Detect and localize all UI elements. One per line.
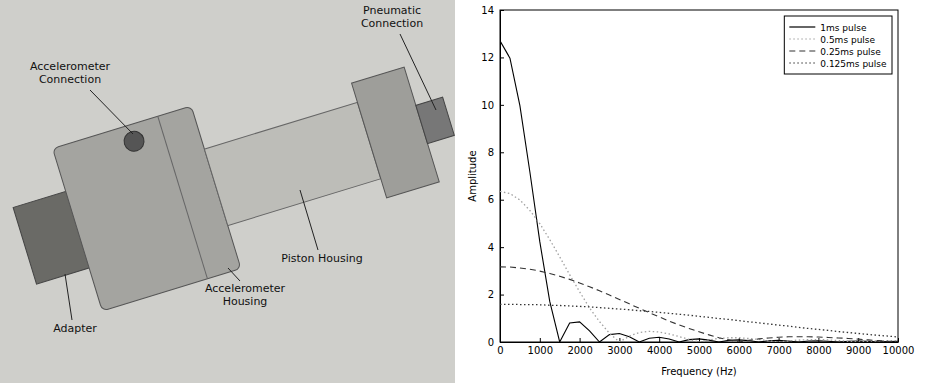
tick: 10 <box>481 100 504 111</box>
plot-area <box>500 41 898 342</box>
tick-label: 2000 <box>567 345 592 356</box>
legend-swatch <box>789 62 815 63</box>
tick: 6 <box>488 194 504 205</box>
photo-ground <box>0 0 455 383</box>
tick-label: 10000 <box>883 345 915 356</box>
tick-mark <box>540 338 541 342</box>
tick: 12 <box>481 52 504 63</box>
device-panel: PneumaticConnection AccelerometerConnecti… <box>0 0 473 383</box>
leader-line <box>400 34 436 110</box>
tick-label: 4 <box>488 242 494 253</box>
leader-line <box>228 268 240 281</box>
tick-mark <box>580 338 581 342</box>
tick-label: 4000 <box>647 345 672 356</box>
series-line <box>500 304 898 337</box>
series-line <box>500 191 898 342</box>
chart: 0100020003000400050006000700080009000100… <box>467 5 914 377</box>
legend-label: 1ms pulse <box>820 23 867 33</box>
figure: PneumaticConnection AccelerometerConnecti… <box>0 0 926 383</box>
tick-mark <box>500 57 504 58</box>
tick-mark <box>500 105 504 106</box>
figure-label: Adapter <box>53 322 97 335</box>
tick-label: 0 <box>488 337 494 348</box>
tick: 2 <box>488 289 504 300</box>
tick-label: 10 <box>481 100 494 111</box>
tick-label: 6 <box>488 194 494 205</box>
legend-label: 0.5ms pulse <box>820 35 875 45</box>
tick: 2000 <box>567 338 592 356</box>
leader-line <box>300 190 318 250</box>
tick-label: 12 <box>481 52 494 63</box>
accelerometer-connector-shape <box>122 129 147 154</box>
legend-label: 0.125ms pulse <box>820 59 887 69</box>
tick-mark <box>500 200 504 201</box>
tick: 5000 <box>687 338 712 356</box>
legend: 1ms pulse 0.5ms pulse 0.25ms pulse 0.125ms … <box>784 16 892 74</box>
tick-label: 8 <box>488 147 494 158</box>
pneumatic-connector-shape <box>416 97 454 143</box>
tick-label: 5000 <box>687 345 712 356</box>
plot-frame <box>500 10 898 342</box>
legend-label: 0.25ms pulse <box>820 47 881 57</box>
legend-swatch <box>789 38 815 39</box>
tick-mark <box>500 247 504 248</box>
legend-swatch <box>789 26 815 27</box>
tick: 4000 <box>647 338 672 356</box>
housing-seam <box>158 116 208 279</box>
tick-label: 8000 <box>806 345 831 356</box>
tick-mark <box>500 295 504 296</box>
tick-label: 9000 <box>846 345 871 356</box>
tick-mark <box>500 152 504 153</box>
y-axis-title: Amplitude <box>467 150 478 201</box>
tick: 1000 <box>528 338 553 356</box>
leader-line <box>90 90 133 134</box>
leader-line <box>65 274 72 320</box>
device <box>0 35 473 327</box>
y-axis: 0 2 4 6 8 10 12 14 <box>481 5 504 348</box>
figure-label: PneumaticConnection <box>361 4 423 30</box>
tick-label: 2 <box>488 289 494 300</box>
legend-box <box>784 16 892 74</box>
figure-label: AccelerometerConnection <box>30 60 111 86</box>
x-axis-title: Frequency (Hz) <box>661 366 737 377</box>
legend-swatch <box>789 50 815 51</box>
figure-label: AccelerometerHousing <box>205 282 286 308</box>
tick: 3000 <box>607 338 632 356</box>
piston-housing-shape <box>204 102 380 225</box>
series-line <box>500 41 898 342</box>
accelerometer-housing-shape <box>53 106 241 311</box>
tick: 4 <box>488 242 504 253</box>
tick-label: 7000 <box>766 345 791 356</box>
tick: 8 <box>488 147 504 158</box>
tick-label: 1000 <box>528 345 553 356</box>
tick-label: 6000 <box>727 345 752 356</box>
tick-label: 14 <box>481 5 494 16</box>
tick-label: 3000 <box>607 345 632 356</box>
tick-mark <box>659 338 660 342</box>
series-line <box>500 267 898 342</box>
tick-label: 0 <box>497 345 503 356</box>
figure-label: Piston Housing <box>281 252 362 265</box>
